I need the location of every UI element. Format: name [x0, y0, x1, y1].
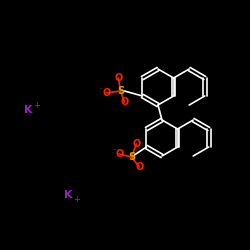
Text: ⁻: ⁻: [112, 148, 115, 154]
Text: O: O: [115, 149, 124, 159]
Text: O: O: [135, 162, 143, 172]
Text: O: O: [132, 139, 140, 149]
Text: ⁻: ⁻: [98, 87, 102, 93]
Text: S: S: [117, 86, 124, 96]
Text: S: S: [128, 152, 135, 162]
Text: O: O: [102, 88, 110, 98]
Text: O: O: [120, 97, 128, 107]
Text: +: +: [34, 102, 40, 110]
Text: K: K: [64, 190, 72, 200]
Text: O: O: [114, 73, 122, 83]
Text: +: +: [74, 194, 80, 203]
Text: K: K: [24, 105, 32, 115]
